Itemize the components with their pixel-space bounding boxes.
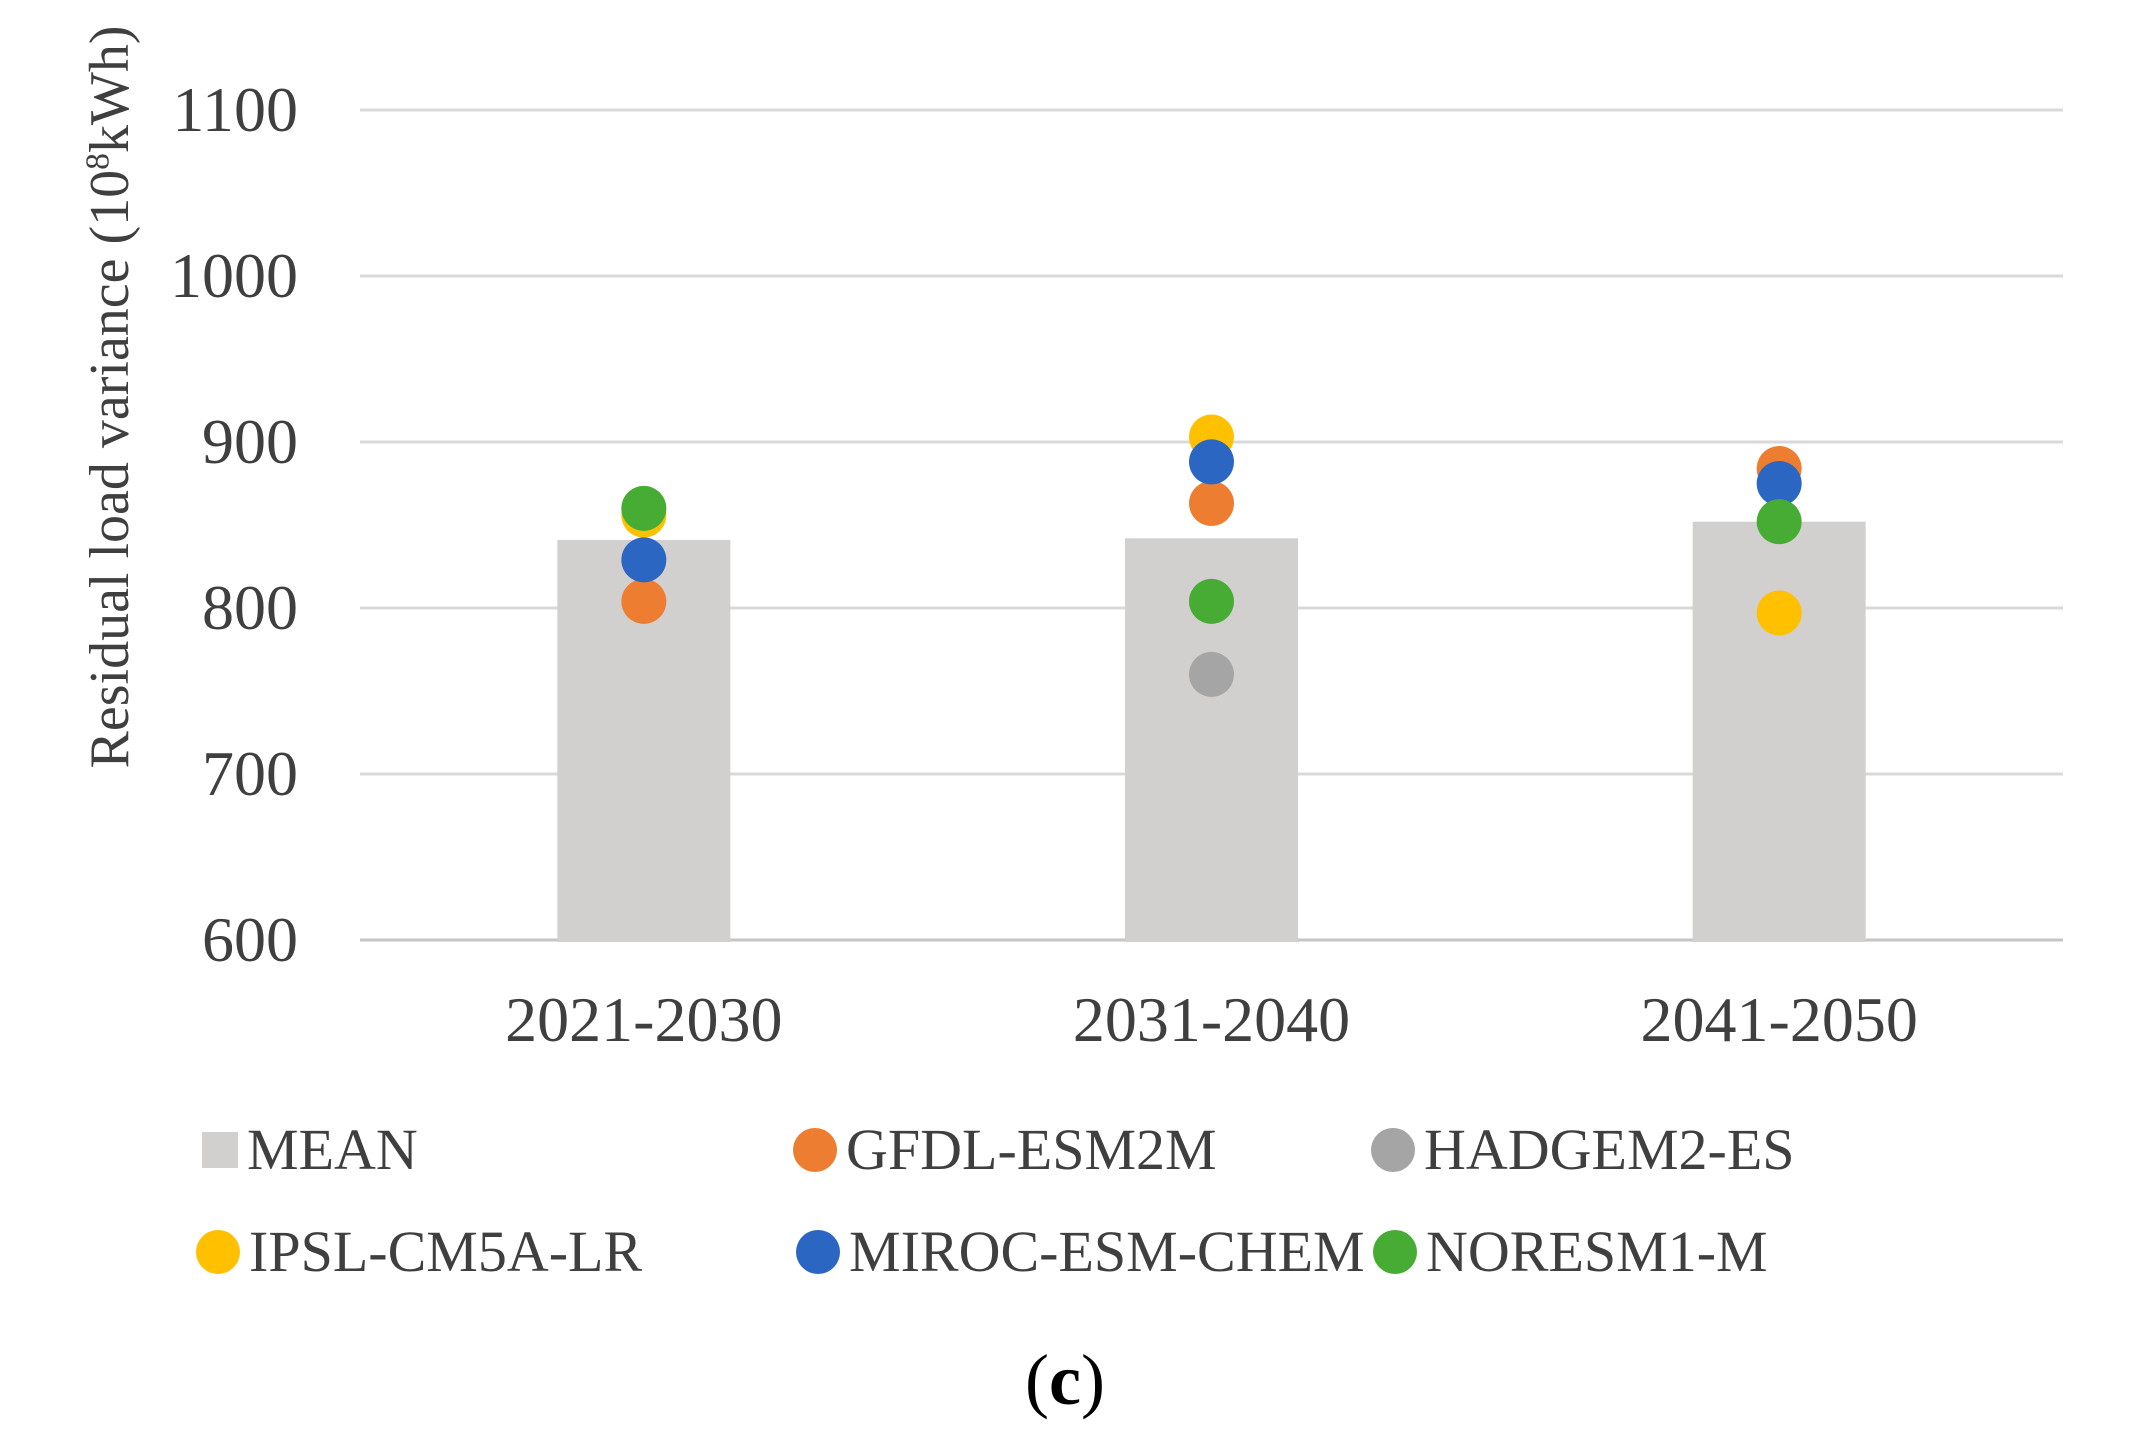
legend-label: MEAN xyxy=(247,1117,418,1182)
legend-marker-circle xyxy=(1371,1128,1415,1172)
x-category-label: 2041-2050 xyxy=(1640,984,1918,1055)
legend-label: IPSL-CM5A-LR xyxy=(249,1219,643,1284)
data-point-gfdl-esm2m xyxy=(1189,480,1234,526)
y-tick-label: 900 xyxy=(202,406,298,477)
y-axis-title-superscript: 8 xyxy=(79,153,117,170)
data-point-miroc-esm-chem xyxy=(1189,439,1234,485)
caption-open-paren: ( xyxy=(1025,1340,1050,1420)
x-category-label: 2021-2030 xyxy=(505,984,783,1055)
legend-label: NORESM1-M xyxy=(1426,1219,1768,1284)
data-point-hadgem2-es xyxy=(1189,651,1234,697)
data-point-noresm1-m xyxy=(621,485,667,531)
data-point-gfdl-esm2m xyxy=(621,578,667,624)
y-tick-label: 800 xyxy=(202,572,298,643)
x-category-label: 2031-2040 xyxy=(1072,984,1351,1055)
figure-caption: (c) xyxy=(1025,1344,1105,1416)
legend-marker-circle xyxy=(196,1230,240,1274)
y-tick-label: 1100 xyxy=(172,74,298,145)
mean-bar xyxy=(1692,521,1866,942)
data-point-miroc-esm-chem xyxy=(1756,461,1802,506)
data-point-noresm1-m xyxy=(1756,499,1802,545)
y-tick-label: 1000 xyxy=(170,240,298,311)
y-tick-label: 600 xyxy=(202,904,298,975)
legend-item-noresm1-m: NORESM1-M xyxy=(1373,1222,1768,1282)
data-point-noresm1-m xyxy=(1189,578,1234,624)
legend-marker-circle xyxy=(793,1128,837,1172)
legend-item-miroc-esm-chem: MIROC-ESM-CHEM xyxy=(796,1222,1365,1282)
legend-marker-circle xyxy=(1373,1230,1417,1274)
legend-item-mean: MEAN xyxy=(202,1120,418,1180)
caption-letter: c xyxy=(1049,1340,1081,1420)
data-point-ipsl-cm5a-lr xyxy=(1756,590,1802,636)
legend-label: HADGEM2-ES xyxy=(1424,1117,1795,1182)
legend-item-gfdl-esm2m: GFDL-ESM2M xyxy=(793,1120,1217,1180)
caption-close-paren: ) xyxy=(1080,1340,1105,1420)
legend-label: MIROC-ESM-CHEM xyxy=(849,1219,1365,1284)
legend-label: GFDL-ESM2M xyxy=(846,1117,1217,1182)
legend-item-hadgem2-es: HADGEM2-ES xyxy=(1371,1120,1795,1180)
data-point-miroc-esm-chem xyxy=(621,537,667,583)
legend-marker-square xyxy=(202,1132,238,1168)
legend-item-ipsl-cm5a-lr: IPSL-CM5A-LR xyxy=(196,1222,642,1282)
y-tick-label: 700 xyxy=(202,738,298,809)
legend-marker-circle xyxy=(796,1230,840,1274)
